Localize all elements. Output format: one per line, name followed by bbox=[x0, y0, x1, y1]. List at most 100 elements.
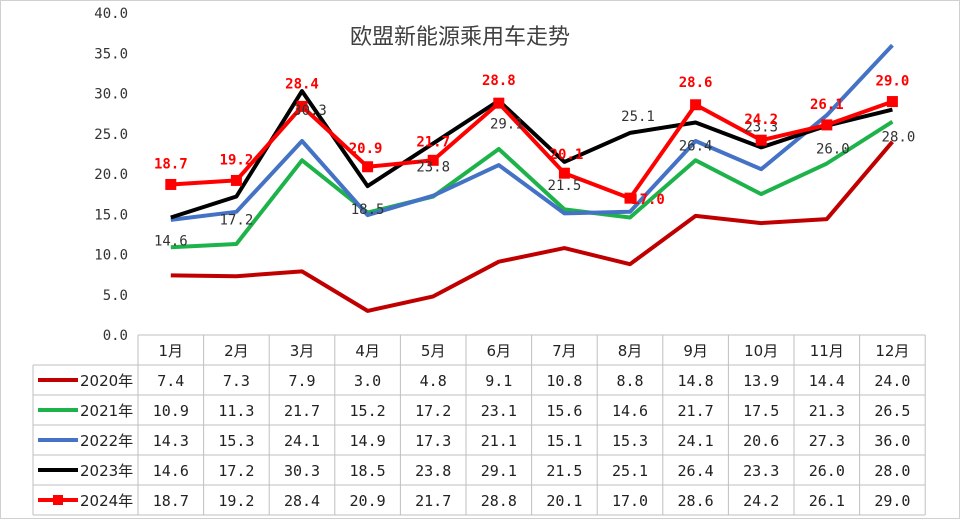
table-cell: 26.4 bbox=[678, 462, 714, 480]
table-cell: 15.1 bbox=[546, 432, 582, 450]
table-cell: 23.8 bbox=[415, 462, 451, 480]
series-line bbox=[170, 43, 894, 222]
category-label: 3月 bbox=[290, 342, 315, 360]
series-line bbox=[170, 99, 894, 201]
table-cell: 14.9 bbox=[350, 432, 386, 450]
y-tick-label: 40.0 bbox=[94, 6, 128, 22]
series-marker bbox=[165, 178, 177, 190]
table-cell: 25.1 bbox=[612, 462, 648, 480]
table-cell: 18.7 bbox=[153, 492, 189, 510]
data-label-2024: 18.7 bbox=[154, 156, 188, 172]
table-cell: 21.3 bbox=[809, 402, 845, 420]
data-label-2024: 19.2 bbox=[220, 152, 254, 168]
data-label-2023: 14.6 bbox=[154, 233, 188, 249]
table-cell: 30.3 bbox=[284, 462, 320, 480]
data-label-2024: 21.7 bbox=[416, 134, 450, 150]
y-tick-label: 30.0 bbox=[94, 87, 128, 103]
data-label-2024: 28.4 bbox=[285, 76, 319, 92]
data-label-2023: 25.1 bbox=[621, 109, 655, 125]
series-marker bbox=[493, 97, 505, 109]
series-marker bbox=[821, 119, 833, 131]
data-label-2023: 26.4 bbox=[679, 138, 713, 154]
y-tick-label: 15.0 bbox=[94, 207, 128, 223]
series-marker bbox=[362, 161, 374, 173]
data-label-2023: 18.5 bbox=[351, 202, 385, 218]
series-name: 2024年 bbox=[80, 492, 133, 510]
table-cell: 3.0 bbox=[354, 372, 381, 390]
y-tick-label: 20.0 bbox=[94, 167, 128, 183]
data-label-2023: 23.8 bbox=[416, 159, 450, 175]
series-marker bbox=[427, 154, 439, 166]
table-cell: 15.2 bbox=[350, 402, 386, 420]
table-cell: 14.3 bbox=[153, 432, 189, 450]
table-cell: 36.0 bbox=[874, 432, 910, 450]
table-grid bbox=[32, 334, 926, 516]
table-cell: 15.3 bbox=[218, 432, 254, 450]
table-cell: 21.7 bbox=[678, 402, 714, 420]
table-cell: 8.8 bbox=[616, 372, 643, 390]
series-marker bbox=[296, 100, 308, 112]
table-cell: 21.1 bbox=[481, 432, 517, 450]
table-cell: 29.1 bbox=[481, 462, 517, 480]
table-cell: 20.6 bbox=[743, 432, 779, 450]
table-cell: 24.2 bbox=[743, 492, 779, 510]
table-cell: 7.4 bbox=[157, 372, 184, 390]
series-marker bbox=[755, 134, 767, 146]
table-cell: 26.1 bbox=[809, 492, 845, 510]
table-cell: 14.4 bbox=[809, 372, 845, 390]
series-lines bbox=[165, 43, 898, 313]
table-cell: 24.0 bbox=[874, 372, 910, 390]
table-cell: 15.3 bbox=[612, 432, 648, 450]
series-marker bbox=[886, 96, 898, 108]
series-line bbox=[170, 120, 894, 250]
table-cell: 17.2 bbox=[218, 462, 254, 480]
table-cell: 28.6 bbox=[678, 492, 714, 510]
y-axis: 0.0 5.0 10.0 15.0 20.0 25.0 30.0 35.0 40.0 bbox=[94, 6, 128, 344]
table-cell: 21.7 bbox=[415, 492, 451, 510]
data-label-2024: 28.6 bbox=[679, 75, 713, 91]
table-cell: 20.1 bbox=[546, 492, 582, 510]
series-name: 2020年 bbox=[80, 372, 133, 390]
series-marker bbox=[690, 99, 702, 111]
data-label-2023: 23.3 bbox=[744, 119, 778, 135]
data-label-2024: 28.8 bbox=[482, 73, 516, 89]
y-tick-label: 25.0 bbox=[94, 127, 128, 143]
data-label-2023: 30.3 bbox=[293, 103, 327, 119]
series-marker bbox=[558, 167, 570, 179]
category-label: 4月 bbox=[355, 342, 380, 360]
data-labels: 14.6 17.2 30.3 18.5 23.8 29.1 21.5 25.1 26.4 23.3… bbox=[154, 73, 915, 249]
table-cell: 19.2 bbox=[218, 492, 254, 510]
category-label: 8月 bbox=[618, 342, 643, 360]
data-label-2023: 26.0 bbox=[816, 142, 850, 158]
table-cell: 17.3 bbox=[415, 432, 451, 450]
table-cell: 17.5 bbox=[743, 402, 779, 420]
table-cell: 17.0 bbox=[612, 492, 648, 510]
data-label-2024: 24.2 bbox=[744, 112, 778, 128]
category-label: 10月 bbox=[744, 342, 778, 360]
table-cell: 28.0 bbox=[874, 462, 910, 480]
y-tick-label: 10.0 bbox=[94, 248, 128, 264]
category-label: 12月 bbox=[875, 342, 909, 360]
series-marker bbox=[230, 174, 242, 186]
table-cell: 10.8 bbox=[546, 372, 582, 390]
table-cell: 21.7 bbox=[284, 402, 320, 420]
series-line bbox=[170, 140, 894, 313]
table-cell: 24.1 bbox=[678, 432, 714, 450]
category-label: 11月 bbox=[810, 342, 844, 360]
series-name: 2023年 bbox=[80, 462, 133, 480]
data-label-2024: 20.1 bbox=[550, 147, 584, 163]
table-cell: 21.5 bbox=[546, 462, 582, 480]
table-cell: 28.8 bbox=[481, 492, 517, 510]
table-cell: 15.6 bbox=[546, 402, 582, 420]
table-cell: 23.3 bbox=[743, 462, 779, 480]
table-cell: 14.6 bbox=[612, 402, 648, 420]
table-cell: 20.9 bbox=[350, 492, 386, 510]
category-label: 7月 bbox=[552, 342, 577, 360]
series-line bbox=[170, 89, 893, 220]
category-label: 5月 bbox=[421, 342, 446, 360]
table-cell: 26.0 bbox=[809, 462, 845, 480]
y-tick-label: 5.0 bbox=[103, 288, 128, 304]
y-tick-label: 35.0 bbox=[94, 46, 128, 62]
series-name: 2021年 bbox=[80, 402, 133, 420]
